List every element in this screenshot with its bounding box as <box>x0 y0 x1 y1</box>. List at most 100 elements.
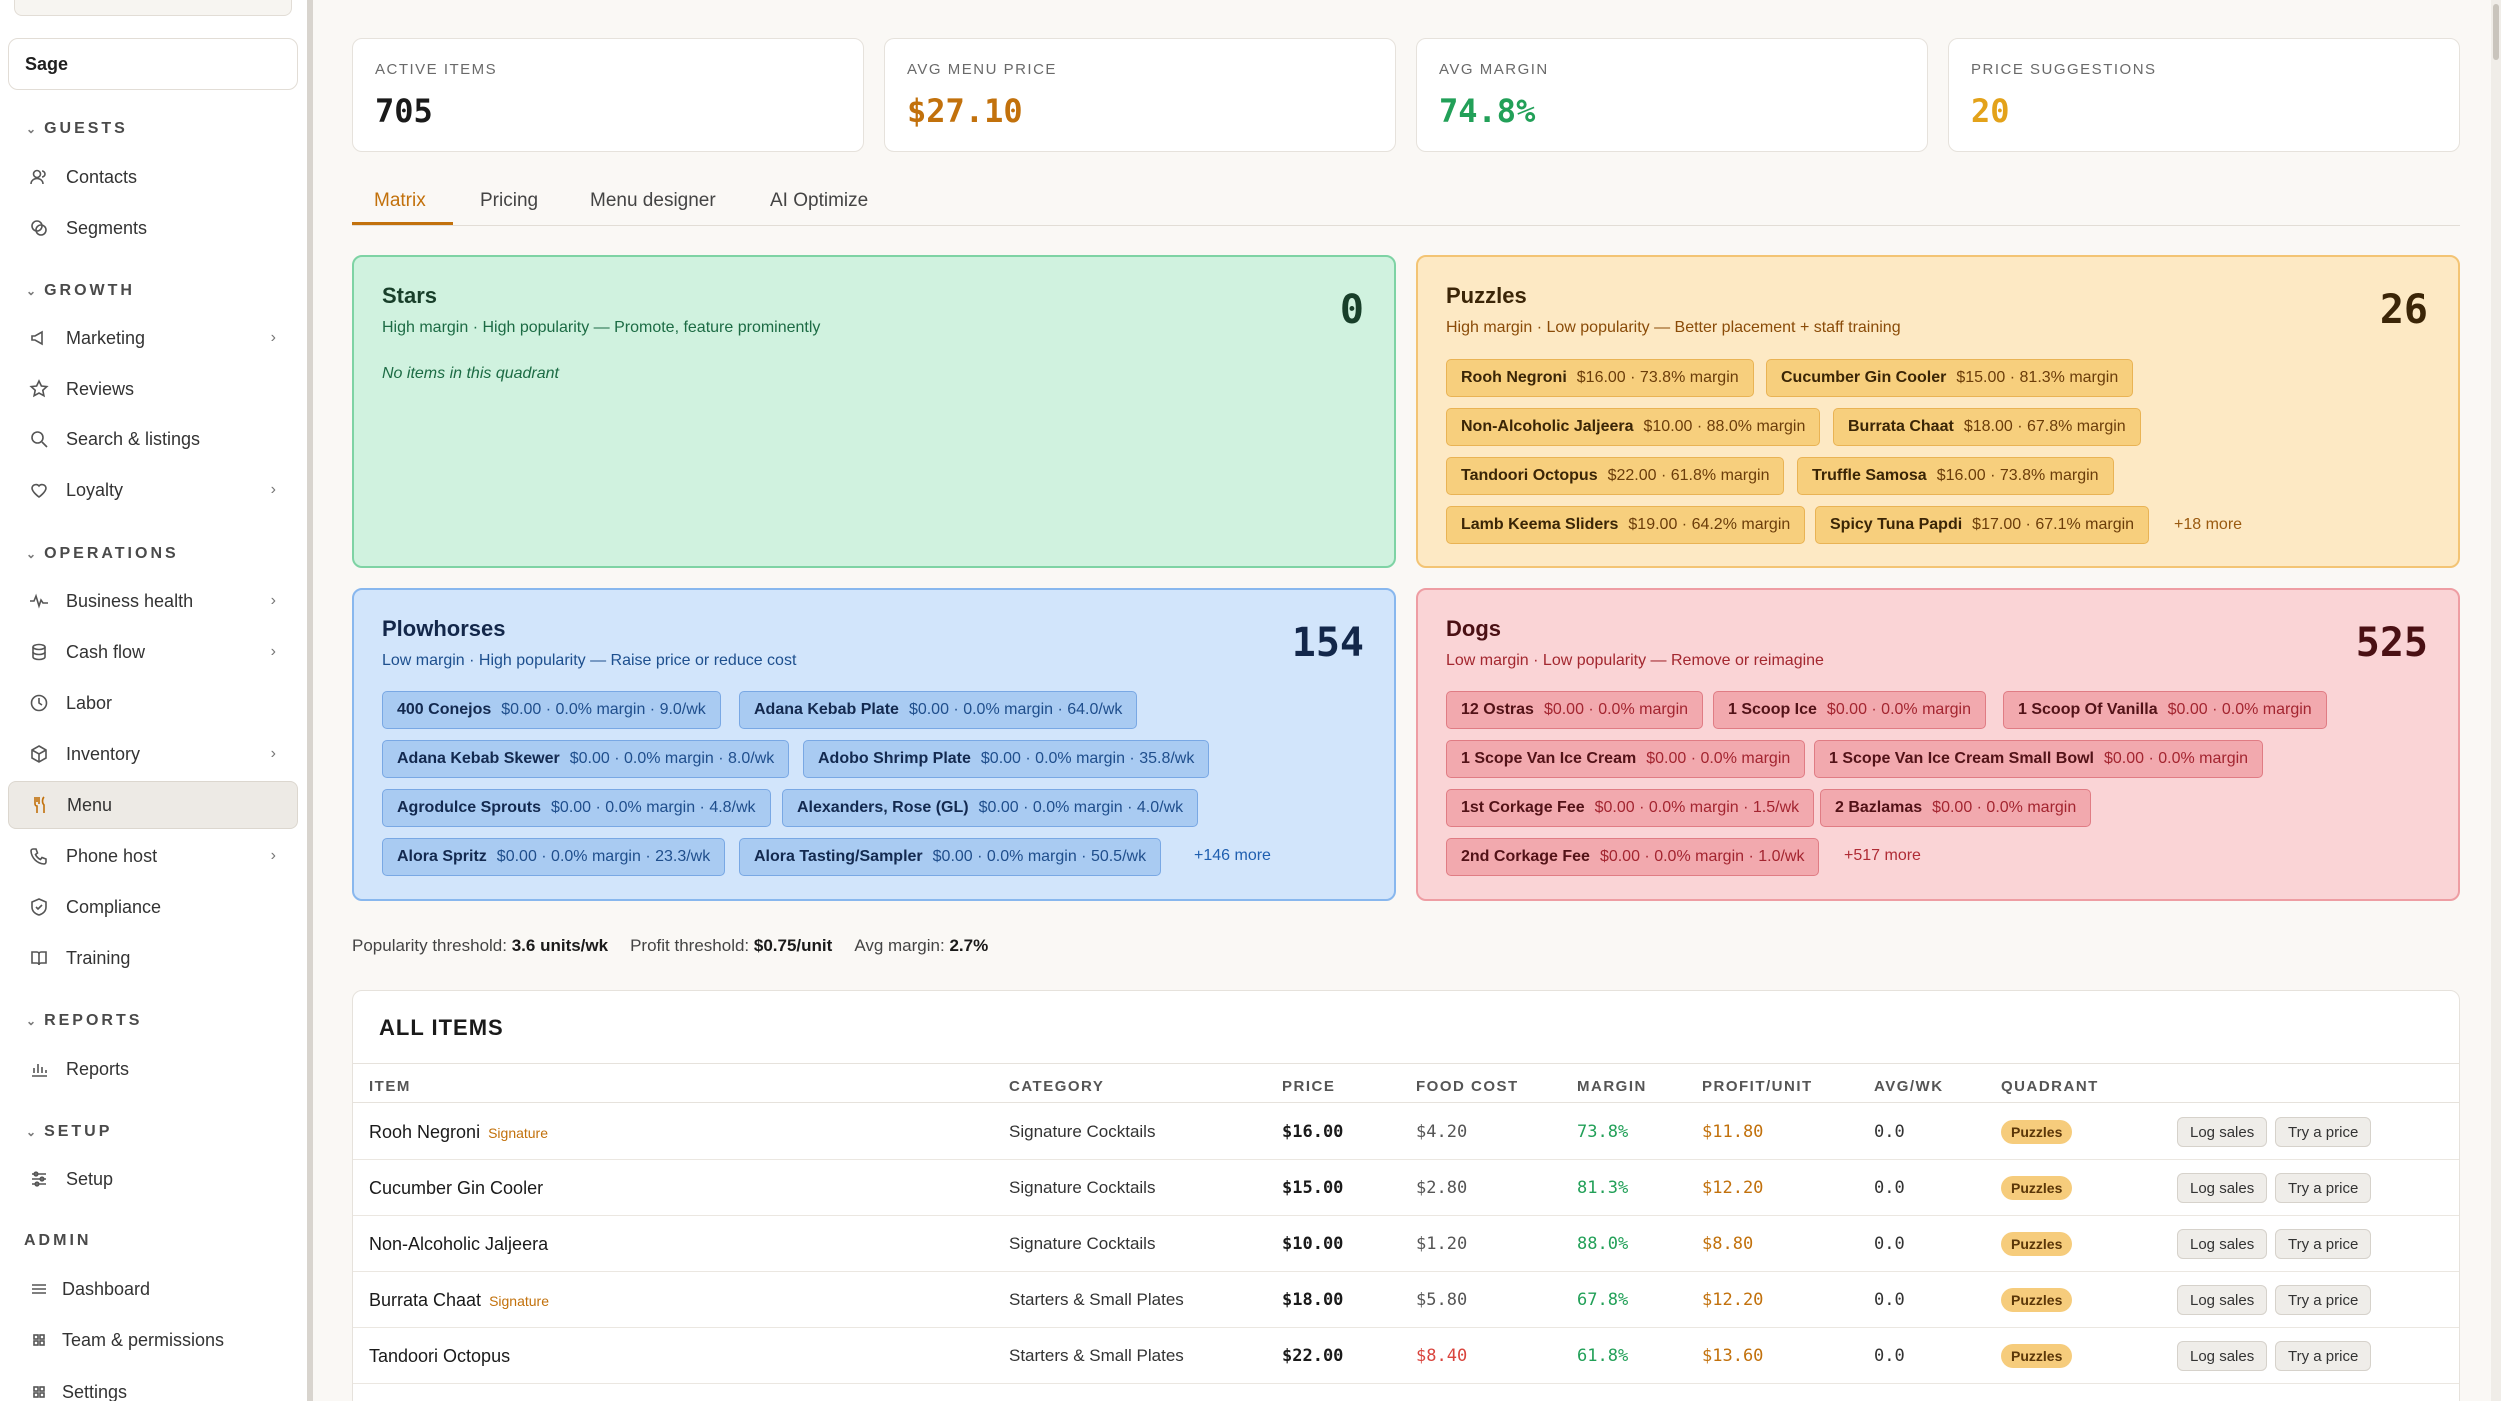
item-chip[interactable]: 1 Scoop Of Vanilla $0.00 · 0.0% margin <box>2003 691 2327 729</box>
section-growth[interactable]: ⌄ GROWTH <box>26 282 135 300</box>
sidebar-item-contacts[interactable]: Contacts <box>8 153 298 201</box>
column-header[interactable]: MARGIN <box>1577 1078 1647 1095</box>
log-sales-button[interactable]: Log sales <box>2177 1117 2268 1147</box>
try-price-button[interactable]: Try a price <box>2275 1173 2372 1203</box>
sidebar-item-label: Business health <box>66 590 194 611</box>
sidebar-item-settings[interactable]: Settings <box>8 1368 298 1401</box>
sidebar-item-reviews[interactable]: Reviews <box>8 365 298 413</box>
table-row[interactable]: Non-Alcoholic Jaljeera Signature Cocktai… <box>353 1216 2459 1272</box>
log-sales-button[interactable]: Log sales <box>2177 1341 2268 1371</box>
item-chip[interactable]: 2 Bazlamas $0.00 · 0.0% margin <box>1820 789 2092 827</box>
tab-ai-optimize[interactable]: AI Optimize <box>770 190 869 211</box>
item-chip[interactable]: 2nd Corkage Fee $0.00 · 0.0% margin · 1.0… <box>1446 838 1820 876</box>
item-chip[interactable]: Adana Kebab Plate $0.00 · 0.0% margin · 6… <box>739 691 1138 729</box>
item-chip[interactable]: Spicy Tuna Papdi $17.00 · 67.1% margin <box>1815 506 2150 544</box>
chip-detail: $0.00 · 0.0% margin · 9.0/wk <box>501 701 706 718</box>
sidebar-item-reports[interactable]: Reports <box>8 1045 298 1093</box>
try-price-button[interactable]: Try a price <box>2275 1229 2372 1259</box>
item-chip[interactable]: 12 Ostras $0.00 · 0.0% margin <box>1446 691 1704 729</box>
item-chip[interactable]: Adobo Shrimp Plate $0.00 · 0.0% margin · … <box>803 740 1210 778</box>
item-chip[interactable]: Alexanders, Rose (GL) $0.00 · 0.0% margin… <box>782 789 1199 827</box>
sidebar-item-label: Marketing <box>66 327 146 348</box>
item-chip[interactable]: Rooh Negroni $16.00 · 73.8% margin <box>1446 359 1754 397</box>
sidebar-item-labor[interactable]: Labor <box>8 679 298 727</box>
sidebar-item-business-health[interactable]: Business health › <box>8 577 298 625</box>
sidebar-top-control[interactable] <box>14 0 292 16</box>
item-chip[interactable]: 1 Scope Van Ice Cream $0.00 · 0.0% margin <box>1446 740 1806 778</box>
table-row[interactable]: Rooh Negroni Signature Signature Cocktail… <box>353 1104 2459 1160</box>
page-scrollbar[interactable] <box>2491 0 2501 1401</box>
avg-week-cell: 0.0 <box>1874 1290 1905 1310</box>
column-header[interactable]: FOOD COST <box>1416 1078 1519 1095</box>
item-chip[interactable]: Burrata Chaat $18.00 · 67.8% margin <box>1833 408 2141 446</box>
sidebar-item-marketing[interactable]: Marketing › <box>8 314 298 362</box>
column-header[interactable]: CATEGORY <box>1009 1078 1105 1095</box>
org-switcher[interactable]: Sage <box>8 38 298 90</box>
shield-icon <box>28 896 50 918</box>
profit-cell: $13.60 <box>1702 1346 1764 1366</box>
sidebar-item-menu[interactable]: Menu <box>8 781 298 829</box>
more-items-link[interactable]: +146 more <box>1194 847 1271 864</box>
item-chip[interactable]: Lamb Keema Sliders $19.00 · 64.2% margin <box>1446 506 1806 544</box>
item-chip[interactable]: 400 Conejos $0.00 · 0.0% margin · 9.0/wk <box>382 691 721 729</box>
more-items-link[interactable]: +517 more <box>1844 847 1921 864</box>
item-chip[interactable]: Adana Kebab Skewer $0.00 · 0.0% margin · … <box>382 740 790 778</box>
section-reports[interactable]: ⌄ REPORTS <box>26 1012 142 1030</box>
item-chip[interactable]: Cucumber Gin Cooler $15.00 · 81.3% margin <box>1766 359 2134 397</box>
sidebar-item-loyalty[interactable]: Loyalty › <box>8 466 298 514</box>
chevron-down-icon: ⌄ <box>26 547 37 561</box>
table-row[interactable]: Burrata Chaat Signature Starters & Small … <box>353 1272 2459 1328</box>
column-header[interactable]: PRICE <box>1282 1078 1336 1095</box>
column-header[interactable]: QUADRANT <box>2001 1078 2099 1095</box>
sidebar-item-segments[interactable]: Segments <box>8 204 298 252</box>
item-chip[interactable]: Truffle Samosa $16.00 · 73.8% margin <box>1797 457 2114 495</box>
try-price-button[interactable]: Try a price <box>2275 1117 2372 1147</box>
margin-cell: 67.8% <box>1577 1290 1629 1310</box>
log-sales-button[interactable]: Log sales <box>2177 1173 2268 1203</box>
utensils-icon <box>29 794 51 816</box>
more-items-link[interactable]: +18 more <box>2174 516 2243 533</box>
item-chip[interactable]: Tandoori Octopus $22.00 · 61.8% margin <box>1446 457 1785 495</box>
sidebar-item-team[interactable]: Team & permissions <box>8 1316 298 1364</box>
section-operations[interactable]: ⌄ OPERATIONS <box>26 545 179 563</box>
column-header[interactable]: ITEM <box>369 1078 411 1095</box>
section-guests[interactable]: ⌄ GUESTS <box>26 120 128 138</box>
item-chip[interactable]: 1st Corkage Fee $0.00 · 0.0% margin · 1.5… <box>1446 789 1815 827</box>
item-chip[interactable]: 1 Scope Van Ice Cream Small Bowl $0.00 · … <box>1814 740 2264 778</box>
section-setup[interactable]: ⌄ SETUP <box>26 1123 112 1141</box>
item-chip[interactable]: Alora Tasting/Sampler $0.00 · 0.0% margin… <box>739 838 1162 876</box>
item-chip[interactable]: Alora Spritz $0.00 · 0.0% margin · 23.3/w… <box>382 838 726 876</box>
table-row[interactable]: Cucumber Gin Cooler Signature Cocktails … <box>353 1160 2459 1216</box>
sidebar-item-cash-flow[interactable]: Cash flow › <box>8 628 298 676</box>
sidebar-scrollbar[interactable] <box>307 0 313 1401</box>
column-header[interactable]: AVG/WK <box>1874 1078 1944 1095</box>
kpi-value: $27.10 <box>907 92 1023 130</box>
sidebar-item-dashboard[interactable]: Dashboard <box>8 1265 298 1313</box>
tab-menu-designer[interactable]: Menu designer <box>590 190 716 211</box>
sidebar-item-setup[interactable]: Setup <box>8 1155 298 1203</box>
scrollbar-thumb[interactable] <box>2493 4 2499 60</box>
sidebar-item-inventory[interactable]: Inventory › <box>8 730 298 778</box>
sidebar-item-training[interactable]: Training <box>8 934 298 982</box>
sidebar-item-phone-host[interactable]: Phone host › <box>8 832 298 880</box>
section-label: SETUP <box>44 1123 113 1140</box>
sidebar-item-search-listings[interactable]: Search & listings <box>8 415 298 463</box>
item-chip[interactable]: Agrodulce Sprouts $0.00 · 0.0% margin · 4… <box>382 789 771 827</box>
tab-pricing[interactable]: Pricing <box>480 190 539 211</box>
item-chip[interactable]: Non-Alcoholic Jaljeera $10.00 · 88.0% mar… <box>1446 408 1821 446</box>
chip-detail: $0.00 · 0.0% margin · 8.0/wk <box>569 750 775 767</box>
column-header[interactable]: PROFIT/UNIT <box>1702 1078 1813 1095</box>
log-sales-button[interactable]: Log sales <box>2177 1285 2268 1315</box>
try-price-button[interactable]: Try a price <box>2275 1285 2372 1315</box>
item-chip[interactable]: 1 Scoop Ice $0.00 · 0.0% margin <box>1713 691 1986 729</box>
food-cost-cell: $1.20 <box>1416 1234 1468 1254</box>
chip-detail: $16.00 · 73.8% margin <box>1936 467 2099 484</box>
log-sales-button[interactable]: Log sales <box>2177 1229 2268 1259</box>
avg-margin-threshold: Avg margin: 2.7% <box>854 936 988 956</box>
sidebar-item-compliance[interactable]: Compliance <box>8 883 298 931</box>
tab-matrix[interactable]: Matrix <box>374 190 426 211</box>
table-row[interactable]: Tandoori Octopus Starters & Small Plates… <box>353 1328 2459 1384</box>
chip-name: Adana Kebab Plate <box>754 701 899 718</box>
try-price-button[interactable]: Try a price <box>2275 1341 2372 1371</box>
chip-name: 1 Scope Van Ice Cream <box>1461 750 1637 767</box>
